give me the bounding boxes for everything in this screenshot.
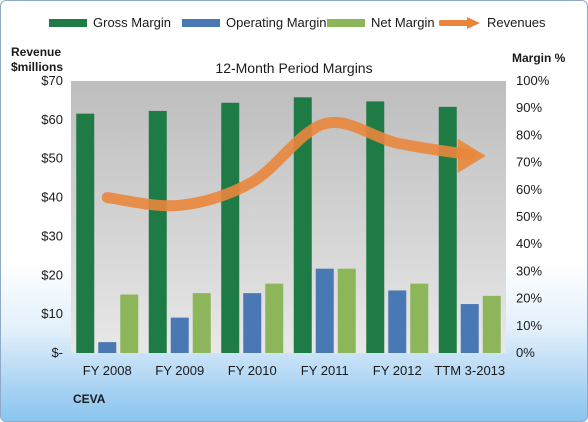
plot-area [71, 81, 506, 353]
legend-swatch-gross-margin [49, 18, 87, 27]
legend-swatch-operating-margin [182, 18, 220, 27]
left-axis-title-line2: $millions [11, 60, 64, 74]
legend-arrow-revenues [439, 16, 480, 29]
bar-operating-margin-3 [315, 268, 334, 353]
bar-operating-margin-1 [170, 317, 189, 353]
bar-operating-margin-5 [460, 304, 479, 353]
category-label: FY 2011 [301, 363, 349, 378]
bar-gross-margin-0 [76, 113, 95, 353]
right-tick-label: 90% [516, 100, 542, 115]
bar-operating-margin-0 [98, 342, 117, 353]
right-tick-label: 0% [516, 345, 535, 360]
right-tick-label: 70% [516, 155, 542, 170]
category-label: FY 2012 [373, 363, 422, 378]
left-tick-label: $50 [41, 151, 63, 166]
bar-net-margin-2 [265, 283, 284, 353]
right-tick-label: 60% [516, 182, 542, 197]
left-tick-label: $70 [41, 73, 63, 88]
chart-title: 12-Month Period Margins [215, 60, 373, 76]
bar-gross-margin-4 [366, 101, 385, 354]
left-axis-title: Revenue $millions [11, 45, 63, 75]
legend-item-revenues: Revenues [439, 15, 546, 30]
revenue-line [101, 117, 476, 212]
category-label: FY 2008 [83, 363, 132, 378]
legend-label-net-margin: Net Margin [371, 15, 435, 30]
bar-net-margin-1 [192, 293, 211, 353]
legend-label-operating-margin: Operating Margin [226, 15, 327, 30]
left-axis-title-line1: Revenue [11, 45, 62, 59]
bar-operating-margin-2 [243, 293, 262, 353]
legend-swatch-net-margin [327, 18, 365, 27]
category-label: FY 2009 [155, 363, 204, 378]
category-label: FY 2010 [228, 363, 277, 378]
left-tick-label: $20 [41, 267, 63, 282]
right-tick-label: 20% [516, 291, 542, 306]
bar-gross-margin-5 [438, 106, 457, 353]
company-label: CEVA [73, 392, 106, 406]
right-tick-label: 10% [516, 318, 542, 333]
right-tick-label: 50% [516, 209, 542, 224]
legend-item-operating-margin: Operating Margin [182, 15, 326, 30]
left-tick-label: $30 [41, 228, 63, 243]
bar-net-margin-4 [410, 283, 429, 353]
right-tick-label: 30% [516, 263, 542, 278]
legend: Gross Margin Operating Margin Net Margin… [1, 15, 587, 35]
bar-gross-margin-2 [221, 102, 240, 353]
bar-net-margin-3 [337, 268, 356, 353]
right-tick-label: 40% [516, 236, 542, 251]
legend-item-net-margin: Net Margin [327, 15, 435, 30]
left-tick-label: $60 [41, 112, 63, 127]
bar-net-margin-5 [482, 295, 501, 353]
left-tick-label: $40 [41, 190, 63, 205]
left-tick-label: $- [51, 345, 63, 360]
bar-gross-margin-1 [148, 110, 167, 353]
right-tick-label: 80% [516, 127, 542, 142]
legend-label-revenues: Revenues [487, 15, 546, 30]
bar-gross-margin-3 [293, 97, 312, 353]
bar-operating-margin-4 [388, 290, 407, 353]
legend-item-gross-margin: Gross Margin [49, 15, 171, 30]
bar-net-margin-0 [120, 294, 139, 353]
left-tick-label: $10 [41, 306, 63, 321]
category-label: TTM 3-2013 [434, 363, 505, 378]
right-axis-title: Margin % [512, 51, 566, 65]
revenue-arrowhead [457, 138, 486, 173]
legend-label-gross-margin: Gross Margin [93, 15, 172, 30]
right-tick-label: 100% [516, 73, 550, 88]
